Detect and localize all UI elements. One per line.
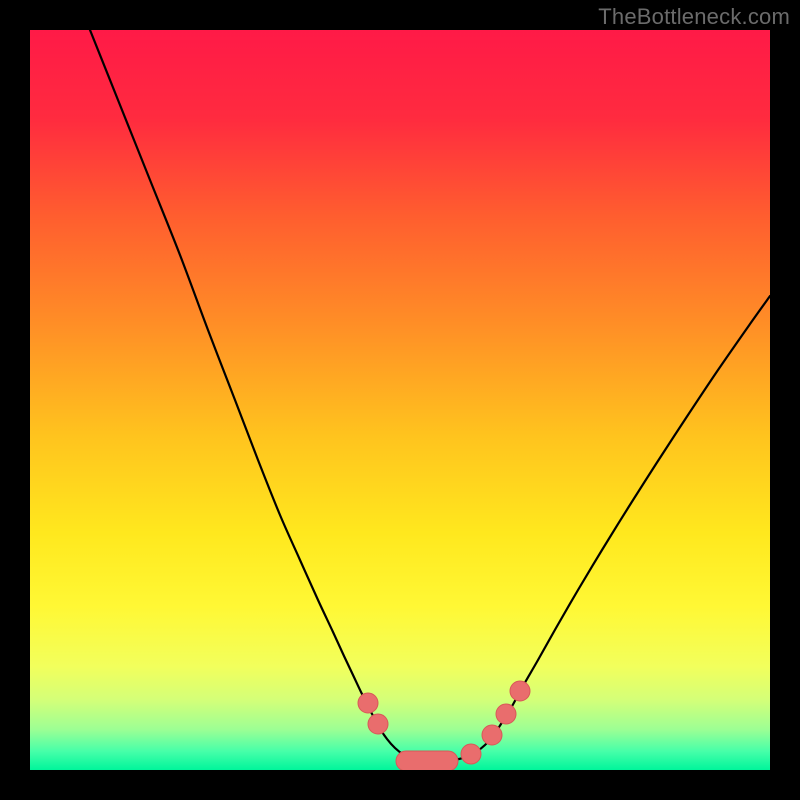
watermark-text: TheBottleneck.com (598, 4, 790, 30)
outer-frame: TheBottleneck.com (0, 0, 800, 800)
plot-svg (30, 30, 770, 770)
plot-area (30, 30, 770, 770)
curve-marker (396, 751, 458, 770)
curve-marker (496, 704, 516, 724)
curve-marker (358, 693, 378, 713)
curve-marker (461, 744, 481, 764)
curve-marker (482, 725, 502, 745)
heatmap-background (30, 30, 770, 770)
curve-marker (368, 714, 388, 734)
curve-marker (510, 681, 530, 701)
